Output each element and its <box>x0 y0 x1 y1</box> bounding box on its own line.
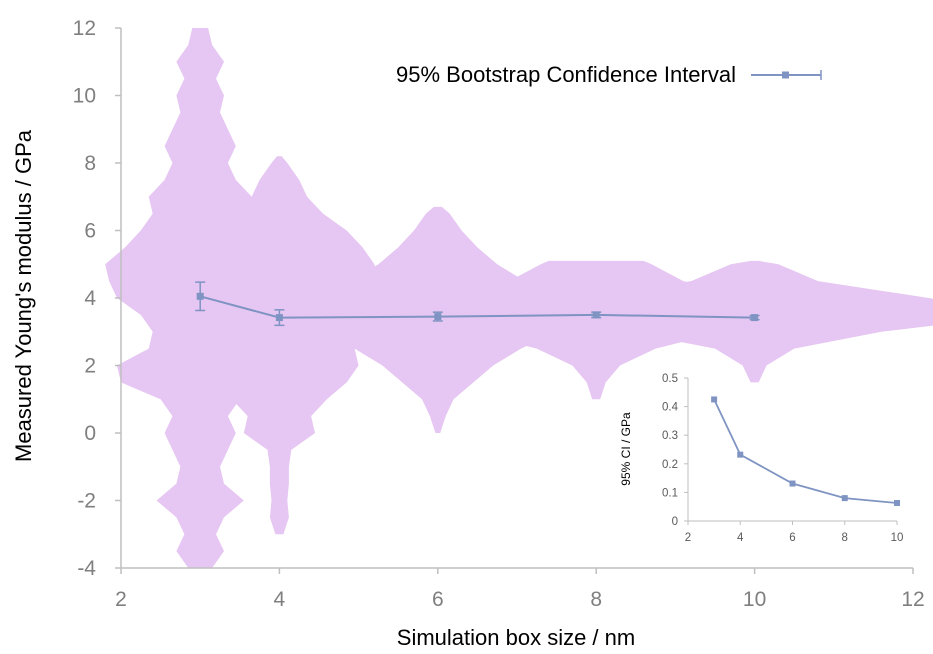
ci-point <box>592 311 600 319</box>
x-tick-label: 6 <box>432 588 444 611</box>
y-tick-label: 12 <box>73 17 96 40</box>
y-axis-title: Measured Young's modulus / GPa <box>11 129 36 462</box>
inset-point <box>841 495 848 502</box>
legend-label: 95% Bootstrap Confidence Interval <box>396 62 736 87</box>
y-tick-label: 6 <box>84 220 96 243</box>
ci-series-layer <box>195 281 760 327</box>
y-tick-label: 0 <box>84 422 96 445</box>
legend: 95% Bootstrap Confidence Interval <box>396 62 822 87</box>
ci-point <box>275 314 283 322</box>
inset-y-tick-label: 0.5 <box>662 373 678 385</box>
inset-x-tick-label: 10 <box>891 532 904 544</box>
inset-y-tick-label: 0 <box>672 516 678 528</box>
legend-marker <box>782 71 789 79</box>
y-tick-label: 10 <box>73 85 96 108</box>
violin-x4 <box>180 156 379 535</box>
inset-point <box>789 480 796 487</box>
inset-line <box>713 399 898 504</box>
y-tick-label: 4 <box>84 287 96 310</box>
inset-ci-series <box>711 396 900 506</box>
inset-x-tick-label: 8 <box>842 532 848 544</box>
violin-x10 <box>485 260 933 383</box>
inset-y-axis-title: 95% CI / GPa <box>619 412 633 486</box>
y-tick-label: 2 <box>84 355 96 378</box>
y-tick-label: -2 <box>77 490 96 513</box>
x-tick-label: 10 <box>743 588 766 611</box>
ci-point <box>196 292 204 300</box>
inset-point <box>711 396 718 403</box>
ci-point <box>751 314 759 322</box>
y-tick-label: 8 <box>84 152 96 175</box>
main-axes <box>115 27 914 574</box>
inset-point <box>894 499 900 506</box>
inset-y-tick-label: 0.1 <box>662 487 678 499</box>
inset-chart: 0 0.1 0.2 0.3 0.4 0.5 2 4 6 8 10 95% CI / GPa <box>619 373 903 544</box>
inset-y-tick-label: 0.3 <box>662 430 678 442</box>
x-tick-label: 12 <box>901 588 924 611</box>
inset-y-tick-label: 0.2 <box>662 459 678 471</box>
inset-x-tick-label: 6 <box>789 532 795 544</box>
ci-point <box>434 313 442 321</box>
inset-tick-labels: 0 0.1 0.2 0.3 0.4 0.5 2 4 6 8 10 <box>662 373 903 544</box>
x-axis-title: Simulation box size / nm <box>397 625 635 650</box>
legend-symbol <box>751 70 822 80</box>
inset-point <box>737 451 744 458</box>
x-tick-label: 8 <box>590 588 602 611</box>
x-tick-label: 2 <box>115 588 127 611</box>
inset-x-tick-label: 2 <box>685 532 691 544</box>
violin-layer <box>105 28 933 568</box>
y-tick-label: -4 <box>77 557 96 580</box>
x-tick-label: 4 <box>274 588 286 611</box>
inset-y-tick-label: 0.4 <box>662 402 679 414</box>
inset-axes <box>684 377 898 525</box>
inset-x-tick-label: 4 <box>737 532 744 544</box>
